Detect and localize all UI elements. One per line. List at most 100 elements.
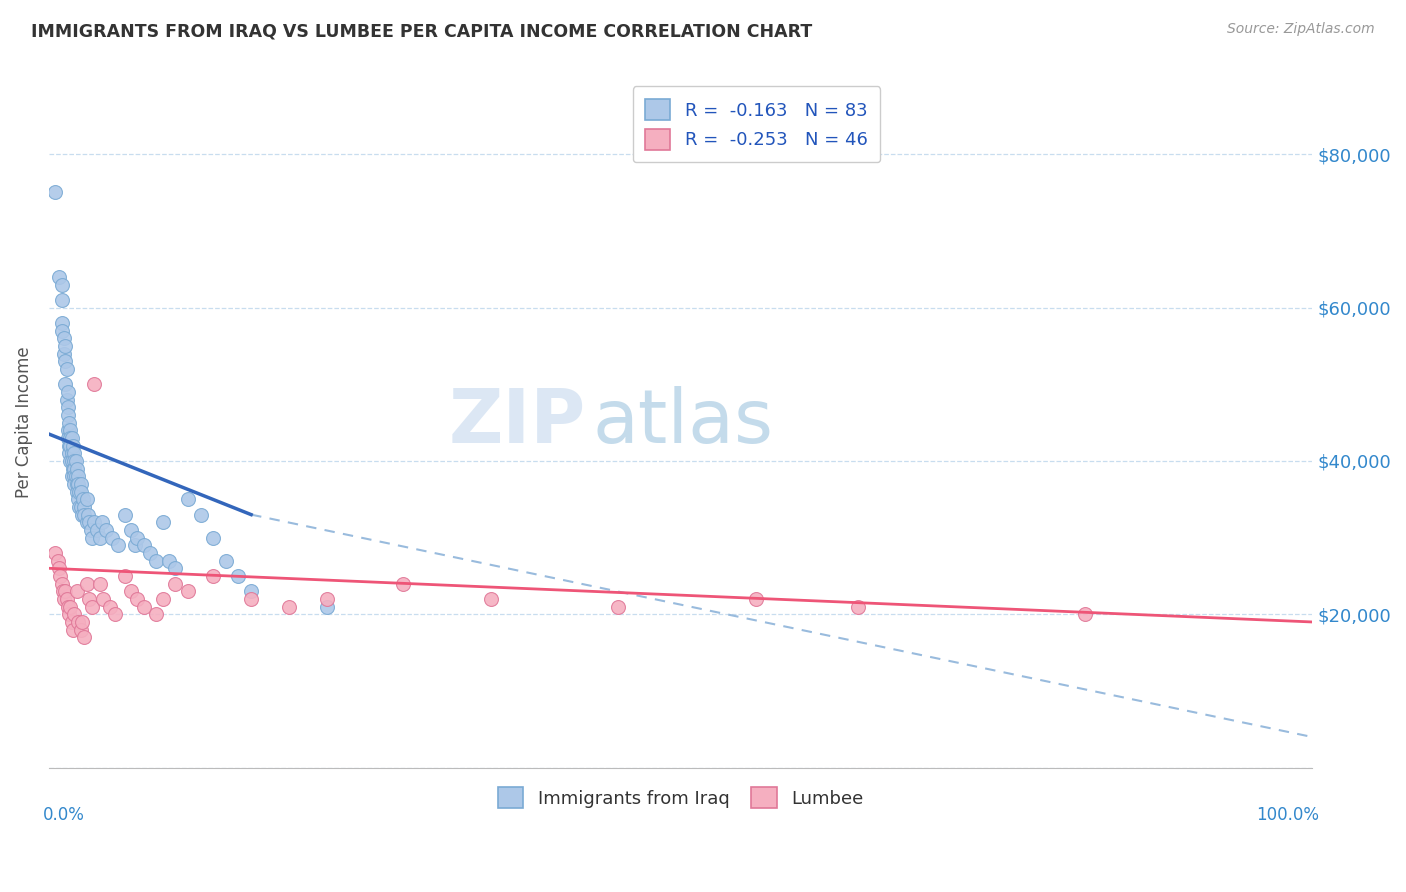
Point xyxy=(52,584,75,599)
Point xyxy=(63,469,86,483)
Point xyxy=(70,615,93,629)
Point xyxy=(66,477,89,491)
Point xyxy=(69,623,91,637)
Point xyxy=(145,554,167,568)
Point xyxy=(51,324,73,338)
Point xyxy=(53,331,76,345)
Point xyxy=(98,599,121,614)
Point xyxy=(101,531,124,545)
Text: 0.0%: 0.0% xyxy=(42,805,84,823)
Point xyxy=(73,508,96,522)
Point xyxy=(55,362,77,376)
Point xyxy=(69,477,91,491)
Point xyxy=(278,599,301,614)
Point xyxy=(316,591,339,606)
Point xyxy=(91,591,114,606)
Point xyxy=(79,591,101,606)
Point xyxy=(59,599,82,614)
Point xyxy=(94,523,117,537)
Point xyxy=(67,484,90,499)
Point xyxy=(60,615,83,629)
Point xyxy=(72,492,94,507)
Point xyxy=(240,591,263,606)
Text: 100.0%: 100.0% xyxy=(1256,805,1319,823)
Point xyxy=(58,416,80,430)
Point xyxy=(58,439,80,453)
Point xyxy=(63,446,86,460)
Point xyxy=(55,354,77,368)
Point xyxy=(58,607,80,622)
Point xyxy=(66,615,89,629)
Point xyxy=(51,316,73,330)
Point xyxy=(1074,607,1097,622)
Point xyxy=(59,439,82,453)
Point xyxy=(104,607,127,622)
Point xyxy=(60,469,83,483)
Point xyxy=(132,538,155,552)
Point xyxy=(70,508,93,522)
Point xyxy=(44,186,66,200)
Point xyxy=(165,561,187,575)
Point xyxy=(120,584,142,599)
Point xyxy=(59,431,82,445)
Text: IMMIGRANTS FROM IRAQ VS LUMBEE PER CAPITA INCOME CORRELATION CHART: IMMIGRANTS FROM IRAQ VS LUMBEE PER CAPIT… xyxy=(31,22,813,40)
Point xyxy=(127,531,149,545)
Point xyxy=(63,477,86,491)
Text: Source: ZipAtlas.com: Source: ZipAtlas.com xyxy=(1227,22,1375,37)
Point xyxy=(79,516,101,530)
Point xyxy=(89,531,111,545)
Point xyxy=(76,576,98,591)
Point xyxy=(53,346,76,360)
Point xyxy=(56,599,79,614)
Point xyxy=(66,492,89,507)
Point xyxy=(120,523,142,537)
Point xyxy=(69,484,91,499)
Point xyxy=(76,492,98,507)
Point xyxy=(127,591,149,606)
Point xyxy=(60,454,83,468)
Point xyxy=(73,500,96,514)
Point xyxy=(132,599,155,614)
Point xyxy=(65,469,87,483)
Point xyxy=(76,516,98,530)
Point xyxy=(80,531,103,545)
Point xyxy=(55,339,77,353)
Point xyxy=(55,392,77,407)
Point xyxy=(66,484,89,499)
Point xyxy=(215,554,238,568)
Point xyxy=(114,569,136,583)
Point xyxy=(59,423,82,437)
Text: ZIP: ZIP xyxy=(449,386,586,459)
Point xyxy=(165,576,187,591)
Point xyxy=(77,508,100,522)
Point xyxy=(80,599,103,614)
Point xyxy=(177,584,200,599)
Point xyxy=(49,569,72,583)
Point xyxy=(63,461,86,475)
Point xyxy=(60,431,83,445)
Point xyxy=(62,461,84,475)
Point xyxy=(56,423,79,437)
Point xyxy=(114,508,136,522)
Point xyxy=(83,377,105,392)
Point xyxy=(89,576,111,591)
Point xyxy=(67,500,90,514)
Point xyxy=(202,531,225,545)
Point xyxy=(48,269,70,284)
Y-axis label: Per Capita Income: Per Capita Income xyxy=(15,347,32,499)
Point xyxy=(66,469,89,483)
Point xyxy=(60,446,83,460)
Point xyxy=(56,401,79,415)
Point xyxy=(44,546,66,560)
Point xyxy=(55,584,77,599)
Point xyxy=(240,584,263,599)
Text: atlas: atlas xyxy=(592,386,773,459)
Point xyxy=(83,516,105,530)
Point xyxy=(316,599,339,614)
Point xyxy=(63,607,86,622)
Point xyxy=(190,508,212,522)
Point xyxy=(177,492,200,507)
Point xyxy=(58,446,80,460)
Point xyxy=(124,538,146,552)
Point xyxy=(846,599,869,614)
